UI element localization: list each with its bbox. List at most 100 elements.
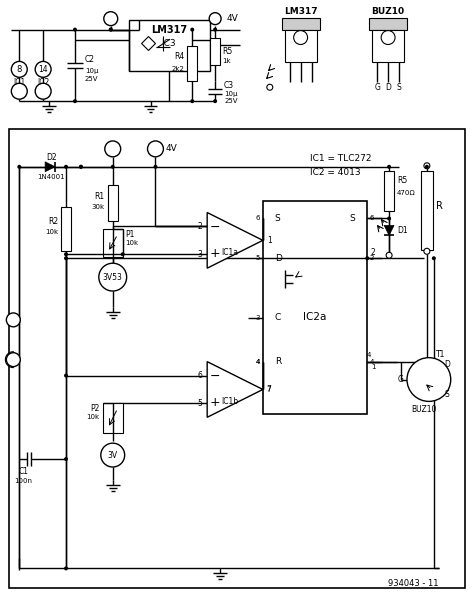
Text: 25V: 25V <box>85 77 99 83</box>
Text: IC2a: IC2a <box>303 312 327 322</box>
Text: IC1: IC1 <box>13 78 26 87</box>
Text: 4: 4 <box>367 352 372 358</box>
Text: 25V: 25V <box>224 98 237 104</box>
Text: S: S <box>349 214 356 223</box>
Text: P2: P2 <box>91 404 100 413</box>
Text: 6: 6 <box>197 371 202 380</box>
Bar <box>263 200 367 414</box>
Circle shape <box>35 83 51 99</box>
Bar <box>61 206 71 251</box>
Circle shape <box>387 165 391 169</box>
Text: 7: 7 <box>40 87 46 96</box>
Circle shape <box>111 165 115 169</box>
Text: 7: 7 <box>267 386 271 392</box>
Text: S: S <box>397 83 401 91</box>
Text: 14: 14 <box>38 65 48 74</box>
Text: 10k: 10k <box>45 230 58 236</box>
Circle shape <box>386 252 392 258</box>
Circle shape <box>105 141 121 157</box>
Text: R2: R2 <box>48 217 58 226</box>
Text: +: + <box>210 396 220 409</box>
Text: 10μ: 10μ <box>85 68 99 74</box>
Polygon shape <box>207 212 263 268</box>
Circle shape <box>209 13 221 25</box>
Text: R5: R5 <box>222 47 232 56</box>
Text: P1: P1 <box>126 230 135 239</box>
Text: C3: C3 <box>224 81 234 90</box>
Circle shape <box>213 99 217 103</box>
Text: 6: 6 <box>255 215 260 221</box>
Text: 10μ: 10μ <box>224 91 237 97</box>
Text: S: S <box>275 214 281 223</box>
Polygon shape <box>45 162 55 172</box>
Text: 8: 8 <box>17 65 22 74</box>
Circle shape <box>64 374 68 377</box>
Text: D2: D2 <box>46 153 56 162</box>
Circle shape <box>387 216 391 221</box>
Text: 3V: 3V <box>108 450 118 460</box>
Text: D: D <box>275 254 282 263</box>
Text: 4: 4 <box>255 359 260 365</box>
Text: R: R <box>275 357 281 366</box>
Circle shape <box>11 62 27 77</box>
Bar <box>9 129 465 588</box>
Text: IC1a: IC1a <box>221 248 238 257</box>
Text: LM317: LM317 <box>151 25 187 35</box>
Text: R4: R4 <box>174 52 184 61</box>
Circle shape <box>99 263 127 291</box>
Text: −: − <box>210 221 220 234</box>
Circle shape <box>101 443 125 467</box>
Text: 2: 2 <box>198 222 202 231</box>
Text: R1: R1 <box>95 192 105 201</box>
Text: G: G <box>374 83 380 91</box>
Bar <box>421 171 433 251</box>
Text: 3: 3 <box>255 315 260 321</box>
Text: C: C <box>275 313 281 322</box>
Circle shape <box>432 257 436 260</box>
Text: C1: C1 <box>18 468 28 477</box>
Text: ⊕: ⊕ <box>114 16 118 21</box>
Text: +: + <box>210 247 220 260</box>
Text: 7: 7 <box>267 385 272 394</box>
Text: D1: D1 <box>397 226 408 235</box>
Bar <box>187 47 197 81</box>
Text: 4: 4 <box>369 359 374 365</box>
Text: IC2: IC2 <box>37 78 49 87</box>
Text: 30k: 30k <box>91 203 105 209</box>
Circle shape <box>64 252 68 257</box>
Bar <box>108 185 118 221</box>
Text: 4V: 4V <box>165 144 177 153</box>
Circle shape <box>64 165 68 169</box>
Bar <box>210 38 220 65</box>
Bar <box>285 29 317 62</box>
Circle shape <box>190 28 194 32</box>
Bar <box>103 230 123 257</box>
Circle shape <box>190 99 194 103</box>
Text: IC1 = TLC272: IC1 = TLC272 <box>310 154 371 163</box>
Circle shape <box>109 28 113 32</box>
Circle shape <box>73 99 77 103</box>
Text: IC1b: IC1b <box>221 397 238 406</box>
Bar <box>369 18 407 29</box>
Circle shape <box>424 248 430 254</box>
Bar <box>384 171 394 210</box>
Circle shape <box>6 313 20 327</box>
Bar <box>103 404 123 433</box>
Text: 10k: 10k <box>87 414 100 420</box>
Circle shape <box>6 353 20 367</box>
Circle shape <box>105 13 117 25</box>
Circle shape <box>17 165 21 169</box>
Circle shape <box>113 17 117 21</box>
Text: BUZ10: BUZ10 <box>411 405 437 414</box>
Text: 1k: 1k <box>222 59 231 65</box>
Circle shape <box>11 83 27 99</box>
Text: 5: 5 <box>197 399 202 408</box>
Text: IC2 = 4013: IC2 = 4013 <box>310 168 360 177</box>
Circle shape <box>407 358 451 401</box>
Circle shape <box>104 12 118 26</box>
Circle shape <box>213 28 217 32</box>
Bar <box>128 20 210 71</box>
Text: C2: C2 <box>85 55 95 64</box>
Polygon shape <box>207 362 263 417</box>
Circle shape <box>294 30 308 44</box>
